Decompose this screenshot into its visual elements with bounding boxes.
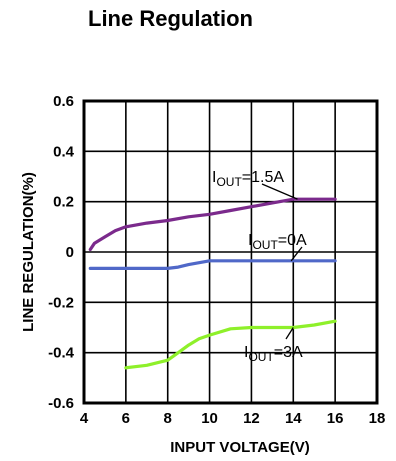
annotation-label: IOUT=0A	[248, 232, 307, 252]
annotation-label: IOUT=3A	[244, 344, 303, 364]
y-axis-label: LINE REGULATION(%)	[20, 172, 37, 332]
x-tick-label: 16	[327, 410, 344, 427]
y-tick-label: 0.2	[53, 194, 74, 211]
x-tick-label: 10	[201, 410, 218, 427]
x-tick-label: 12	[243, 410, 260, 427]
chart-title: Line Regulation	[88, 6, 253, 31]
annotation-leader	[290, 246, 303, 262]
plot-frame	[82, 99, 379, 405]
x-axis-label: INPUT VOLTAGE(V)	[170, 439, 309, 456]
annotation-leader	[261, 183, 298, 200]
series-line-1.5A	[88, 197, 337, 252]
y-tick-label: -0.4	[48, 345, 75, 362]
annotation-leader	[285, 327, 294, 340]
x-tick-label: 4	[80, 410, 89, 427]
x-tick-label: 14	[285, 410, 302, 427]
y-tick-label: 0	[66, 244, 74, 261]
x-tick-label: 18	[369, 410, 386, 427]
series-line-3A	[124, 319, 337, 370]
annotations: IOUT=1.5A IOUT=0A IOUT=3A	[212, 169, 307, 364]
x-tick-label: 8	[164, 410, 172, 427]
y-tick-label: -0.2	[48, 294, 74, 311]
x-tick-labels: 4 6 8 10 12 14 16 18	[80, 410, 386, 427]
y-tick-label: 0.6	[53, 93, 74, 110]
y-tick-label: 0.4	[53, 143, 75, 160]
x-tick-label: 6	[122, 410, 130, 427]
y-tick-label: -0.6	[48, 395, 74, 412]
annotation-label: IOUT=1.5A	[212, 169, 284, 189]
series-lines	[88, 197, 337, 370]
y-tick-labels: 0.6 0.4 0.2 0 -0.2 -0.4 -0.6	[48, 93, 75, 412]
series-line-0A	[88, 259, 337, 270]
